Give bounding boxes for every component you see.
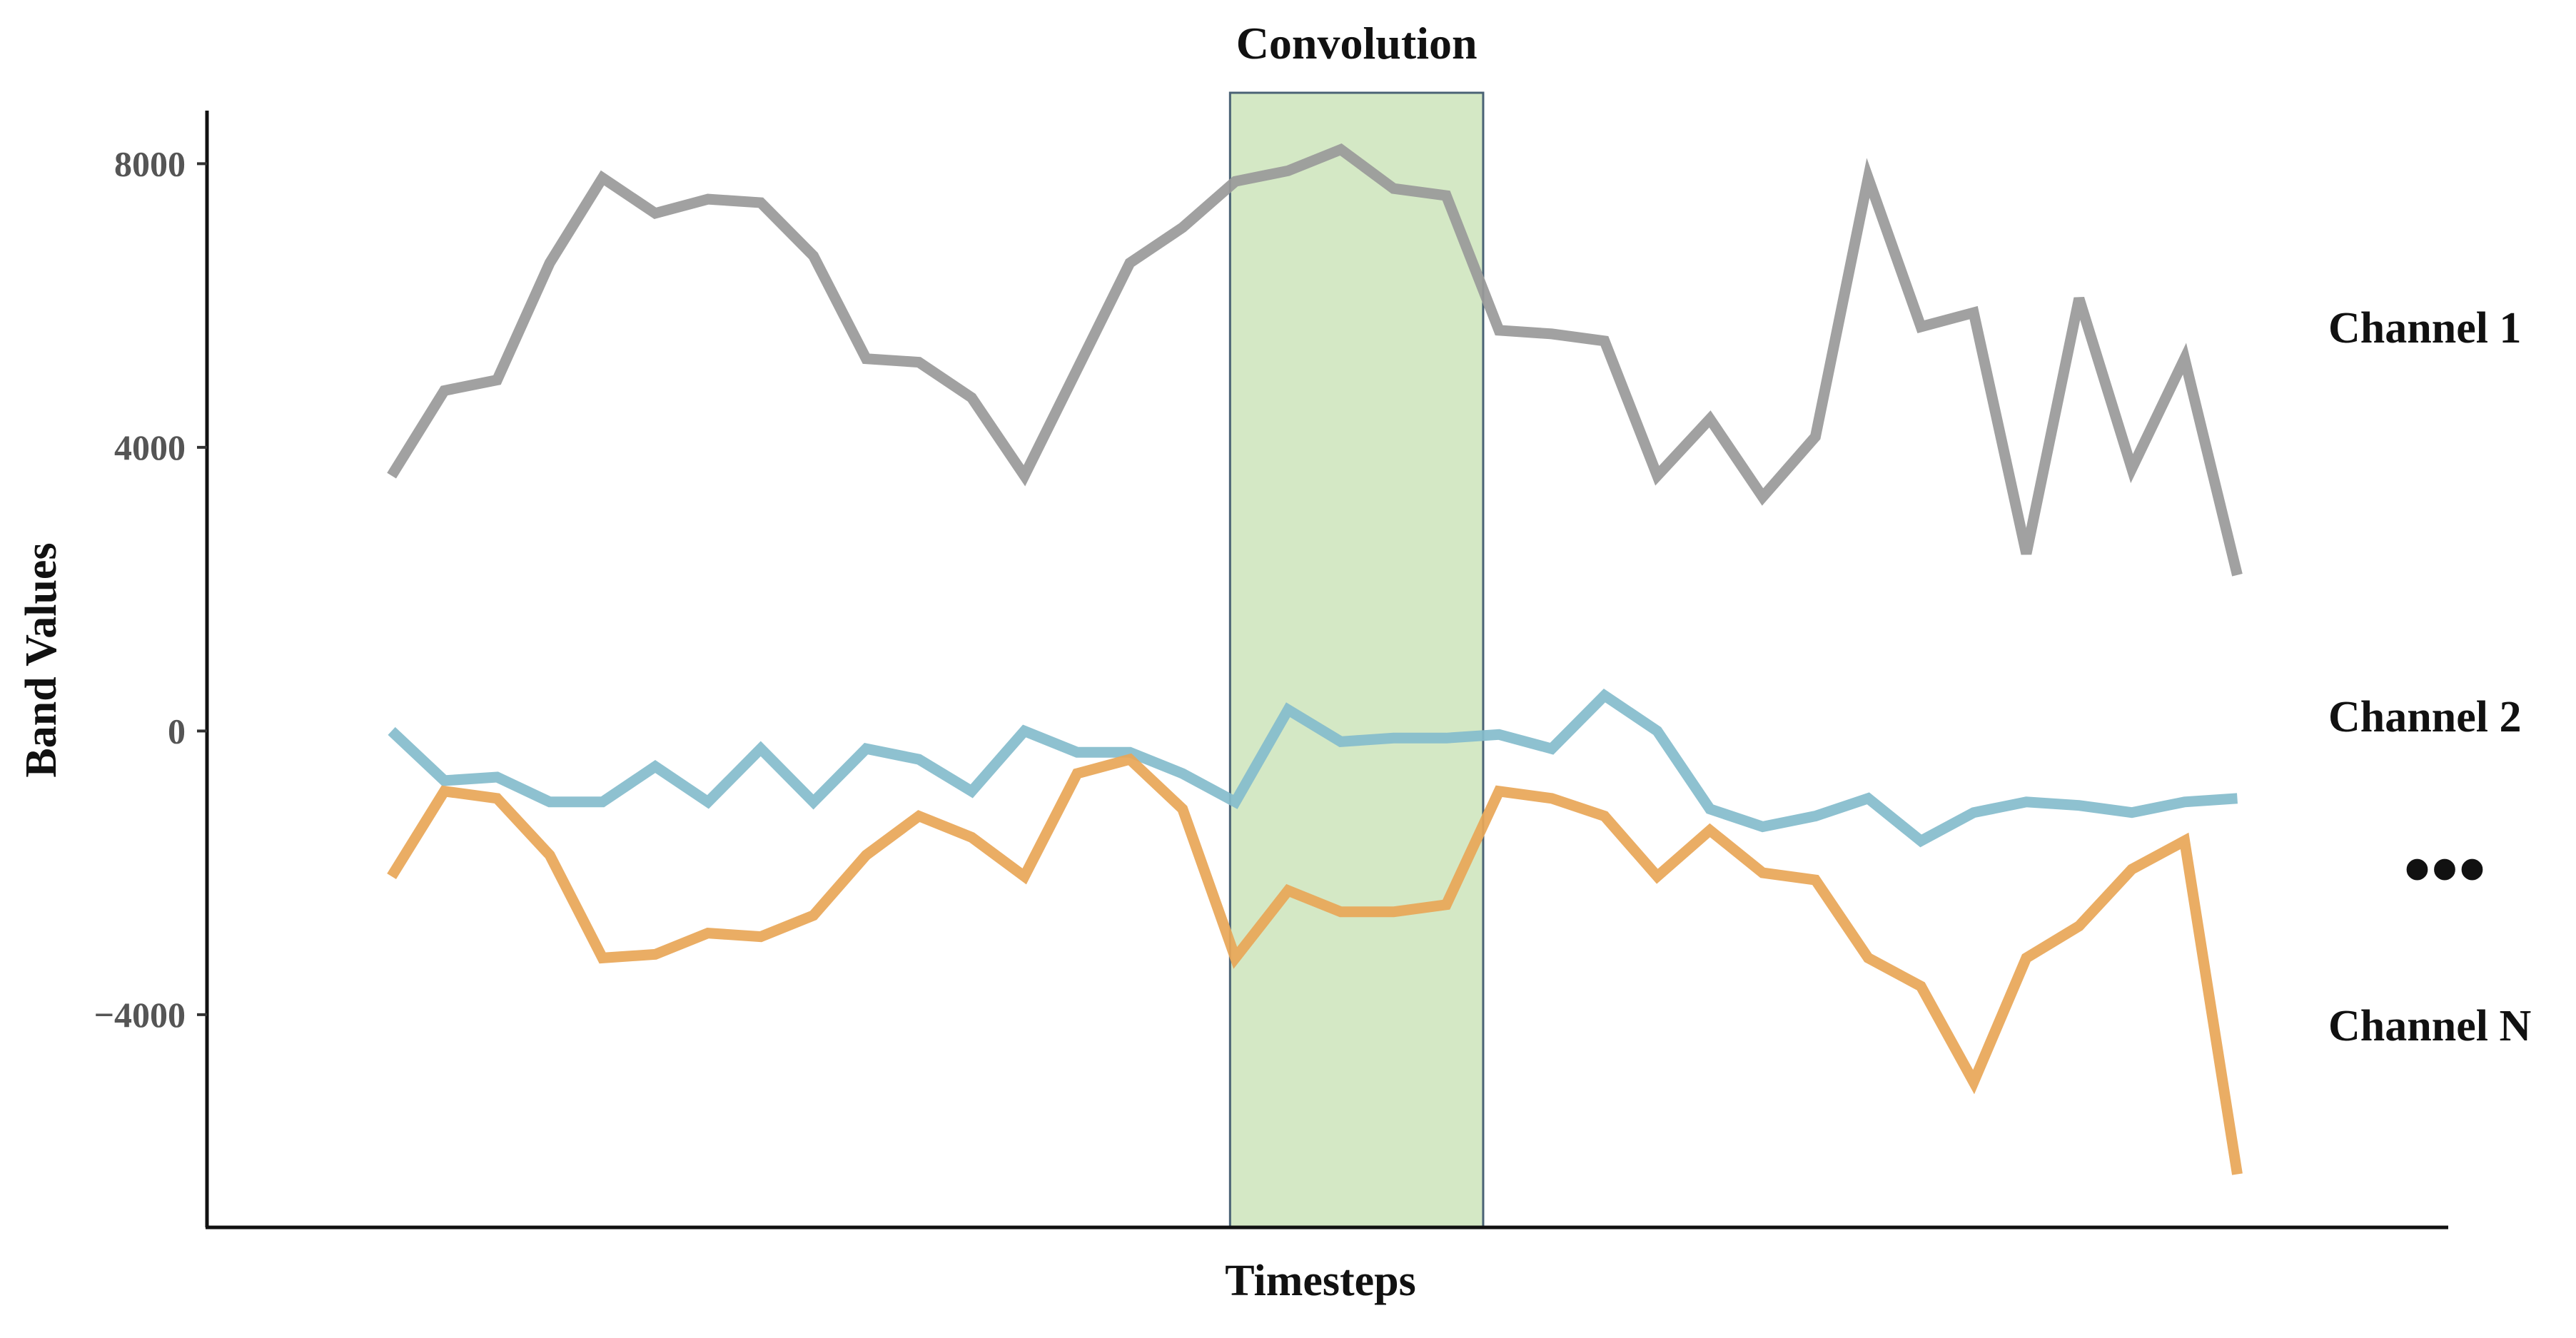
series-line-channel-n (387, 753, 2243, 1175)
y-ticks: 8000 4000 0 −4000 (94, 143, 207, 1035)
series-line-channel-1 (387, 143, 2243, 577)
axes: 8000 4000 0 −4000 Timesteps Band Values (17, 111, 2448, 1305)
x-axis-title: Timesteps (1225, 1257, 1416, 1305)
y-tick-label: 8000 (114, 143, 186, 183)
series-label-channel-n: Channel N (2328, 1002, 2531, 1050)
convolution-window-rect (1228, 91, 1485, 1229)
more-channels-ellipsis: ••• (2403, 826, 2486, 913)
series-lines (387, 143, 2243, 1175)
y-tick-label: 0 (168, 711, 186, 751)
y-axis-title: Band Values (17, 542, 66, 777)
series-line-channel-2 (388, 689, 2238, 848)
convolution-window: Convolution (1228, 18, 1485, 1229)
convolution-label: Convolution (1236, 18, 1478, 69)
series-labels: Channel 1 Channel 2 ••• Channel N (2328, 304, 2531, 1050)
y-tick-label: 4000 (114, 427, 186, 467)
y-tick-label: −4000 (94, 995, 186, 1035)
series-label-channel-1: Channel 1 (2328, 304, 2521, 353)
series-label-channel-2: Channel 2 (2328, 693, 2521, 741)
